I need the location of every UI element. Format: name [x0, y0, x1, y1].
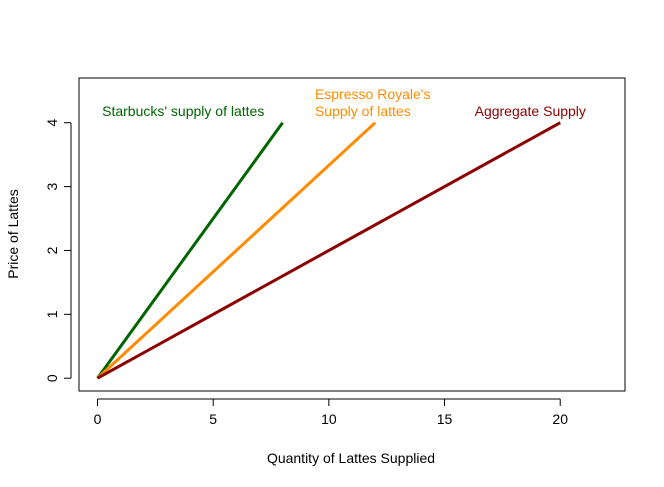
series-line-2 — [96, 121, 561, 380]
series-label-0: Starbucks' supply of lattes — [102, 103, 264, 119]
x-tick-label: 15 — [437, 411, 453, 427]
y-tick-label: 2 — [44, 246, 60, 254]
series-label-2: Aggregate Supply — [475, 103, 586, 119]
x-tick-label: 0 — [94, 411, 102, 427]
y-tick-label: 3 — [44, 182, 60, 190]
x-tick-label: 20 — [552, 411, 568, 427]
y-tick-label: 4 — [44, 119, 60, 127]
series-line-1 — [96, 121, 377, 380]
y-tick-label: 1 — [44, 310, 60, 318]
x-tick-label: 5 — [209, 411, 217, 427]
x-tick-label: 10 — [321, 411, 337, 427]
x-axis-label: Quantity of Lattes Supplied — [267, 450, 435, 466]
plot-box — [78, 77, 626, 392]
series-line-0 — [96, 121, 284, 380]
y-tick-label: 0 — [44, 374, 60, 382]
series-layer: Starbucks' supply of lattes Espresso Roya… — [96, 86, 586, 380]
y-axis: 0 1 2 3 4 — [44, 119, 72, 382]
y-axis-label: Price of Lattes — [5, 189, 21, 279]
x-axis: 0 5 10 15 20 — [94, 398, 568, 427]
series-label-1: Espresso Royale's Supply of lattes — [315, 86, 431, 119]
